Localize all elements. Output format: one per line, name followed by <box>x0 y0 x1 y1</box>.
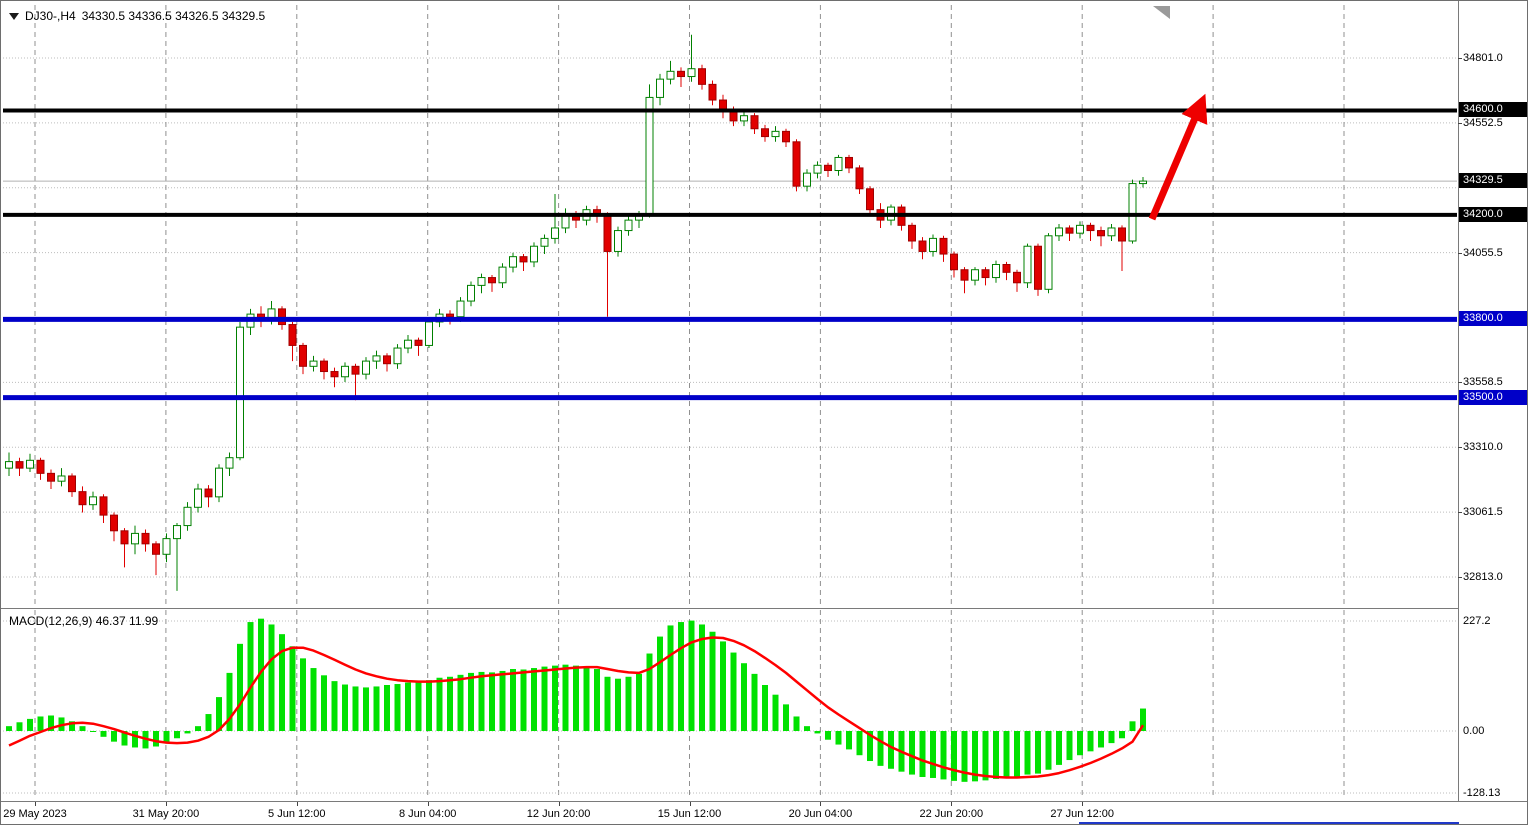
time-tick-label: 31 May 20:00 <box>132 808 200 820</box>
panel-divider[interactable] <box>1 608 1458 609</box>
time-axis-tickmark <box>1082 802 1084 806</box>
time-tick-label: 29 May 2023 <box>3 808 67 820</box>
price-tick-label: 34801.0 <box>1463 52 1503 64</box>
macd-tick-label: 0.00 <box>1463 725 1485 737</box>
time-axis-tickmark <box>296 802 298 806</box>
window-border-accent <box>1079 822 1459 824</box>
time-axis-tickmark <box>820 802 822 806</box>
time-axis-tickmark <box>427 802 429 806</box>
macd-tick-label: -128.13 <box>1463 787 1501 800</box>
symbol-timeframe-label: DJ30-,H4 <box>25 9 76 23</box>
ohlc-quote-text: 34330.5 34336.5 34326.5 34329.5 <box>81 9 266 23</box>
time-axis-tickmark <box>165 802 167 806</box>
macd-signal-line <box>8 636 1145 779</box>
price-tag-34200.0[interactable]: 34200.0 <box>1459 206 1527 222</box>
price-tag-33800.0[interactable]: 33800.0 <box>1459 311 1527 327</box>
horizontal-level-lines[interactable] <box>3 108 1457 401</box>
price-chart-canvas[interactable] <box>1 1 1458 609</box>
macd-indicator-label: MACD(12,26,9) 46.37 11.99 <box>9 614 159 628</box>
grid-vertical <box>34 5 1345 607</box>
price-tag-33500.0[interactable]: 33500.0 <box>1459 389 1527 405</box>
time-tick-label: 27 Jun 12:00 <box>1050 808 1114 820</box>
symbol-triangle-icon <box>9 12 19 20</box>
chart-shift-marker[interactable] <box>1153 6 1170 19</box>
time-tick-label: 15 Jun 12:00 <box>657 808 722 820</box>
price-tag-34329.5[interactable]: 34329.5 <box>1459 173 1527 189</box>
price-tick-label: 34055.5 <box>1463 246 1503 259</box>
time-tick-label: 12 Jun 20:00 <box>526 808 591 820</box>
price-tick-label: 32813.0 <box>1463 571 1503 583</box>
candlesticks <box>5 34 1147 591</box>
price-tag-34600.0[interactable]: 34600.0 <box>1459 102 1527 118</box>
time-axis-tickmark <box>35 802 36 806</box>
time-tick-label: 8 Jun 04:00 <box>398 808 457 820</box>
macd-panel-canvas[interactable] <box>1 609 1458 801</box>
time-tick-label: 20 Jun 04:00 <box>788 808 853 820</box>
price-tick-label: 33061.5 <box>1463 506 1503 519</box>
trend-arrow[interactable] <box>1148 93 1208 221</box>
price-tick-label: 34552.5 <box>1463 116 1503 129</box>
price-axis-separator <box>1458 1 1459 802</box>
macd-tick-label: 227.2 <box>1463 614 1491 627</box>
time-axis-tickmark <box>558 802 560 806</box>
price-tick-label: 33310.0 <box>1463 441 1503 454</box>
time-axis-separator <box>1 801 1527 802</box>
time-axis-tickmark <box>689 802 691 806</box>
time-tick-label: 22 Jun 20:00 <box>919 808 984 820</box>
price-tick-label: 33558.5 <box>1463 376 1503 389</box>
chart-legend: DJ30-,H4 34330.5 34336.5 34326.5 34329.5 <box>9 9 265 23</box>
time-axis-tickmark <box>951 802 953 806</box>
macd-grid-horizontal <box>3 620 1457 794</box>
time-tick-label: 5 Jun 12:00 <box>268 808 326 820</box>
macd-histogram <box>6 618 1146 782</box>
